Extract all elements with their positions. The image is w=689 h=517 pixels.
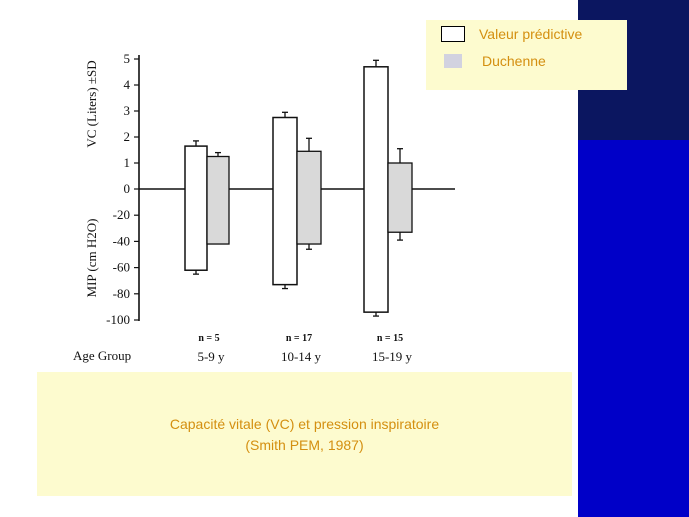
vc-tick-label: 5 — [124, 51, 131, 66]
predicted-bar — [272, 116, 298, 286]
duchenne-bar — [387, 162, 413, 233]
mip-axis-label: MIP (cm H2O) — [84, 219, 99, 298]
vc-axis-label: VC (Liters) ±SD — [84, 60, 99, 147]
legend-swatch-predicted — [441, 26, 465, 42]
vc-tick-label: 1 — [124, 155, 131, 170]
mip-tick-label: -60 — [113, 260, 130, 275]
mip-tick-label: -20 — [113, 207, 130, 222]
vc-mip-chart: 5 4 3 2 1 0 -20 -40 -60 -80 -100 VC (Liters) ±SD MIP… — [73, 51, 455, 364]
legend-item-predicted: Valeur prédictive — [441, 26, 582, 42]
legend-item-duchenne: Duchenne — [441, 53, 546, 69]
legend-swatch-duchenne — [444, 54, 462, 68]
vc-tick-label: 2 — [124, 129, 131, 144]
n-label: n = 5 — [198, 333, 219, 344]
n-label: n = 15 — [377, 333, 403, 344]
x-group-title: Age Group — [73, 348, 131, 363]
vc-tick-label: 4 — [124, 77, 131, 92]
vc-tick-label: 3 — [124, 103, 131, 118]
predicted-bar — [184, 145, 208, 271]
mip-tick-label: -40 — [113, 233, 130, 248]
legend-label-predicted: Valeur prédictive — [479, 26, 583, 42]
category-label: 10-14 y — [281, 349, 322, 364]
predicted-bar — [363, 66, 389, 313]
legend-label-duchenne: Duchenne — [482, 53, 546, 69]
mip-tick-label: -80 — [113, 286, 130, 301]
caption-citation: (Smith PEM, 1987) — [245, 437, 364, 453]
caption-title: Capacité vitale (VC) et pression inspira… — [169, 416, 440, 432]
duchenne-bar — [296, 150, 322, 245]
vc-tick-label: 0 — [124, 181, 131, 196]
legend: Valeur prédictive Duchenne — [426, 20, 627, 90]
duchenne-bar — [206, 155, 230, 245]
caption-box: Capacité vitale (VC) et pression inspira… — [37, 372, 572, 496]
side-panel-bottom — [578, 140, 689, 517]
category-label: 15-19 y — [372, 349, 413, 364]
mip-tick-label: -100 — [106, 312, 130, 327]
category-label: 5-9 y — [197, 349, 225, 364]
n-label: n = 17 — [286, 333, 312, 344]
